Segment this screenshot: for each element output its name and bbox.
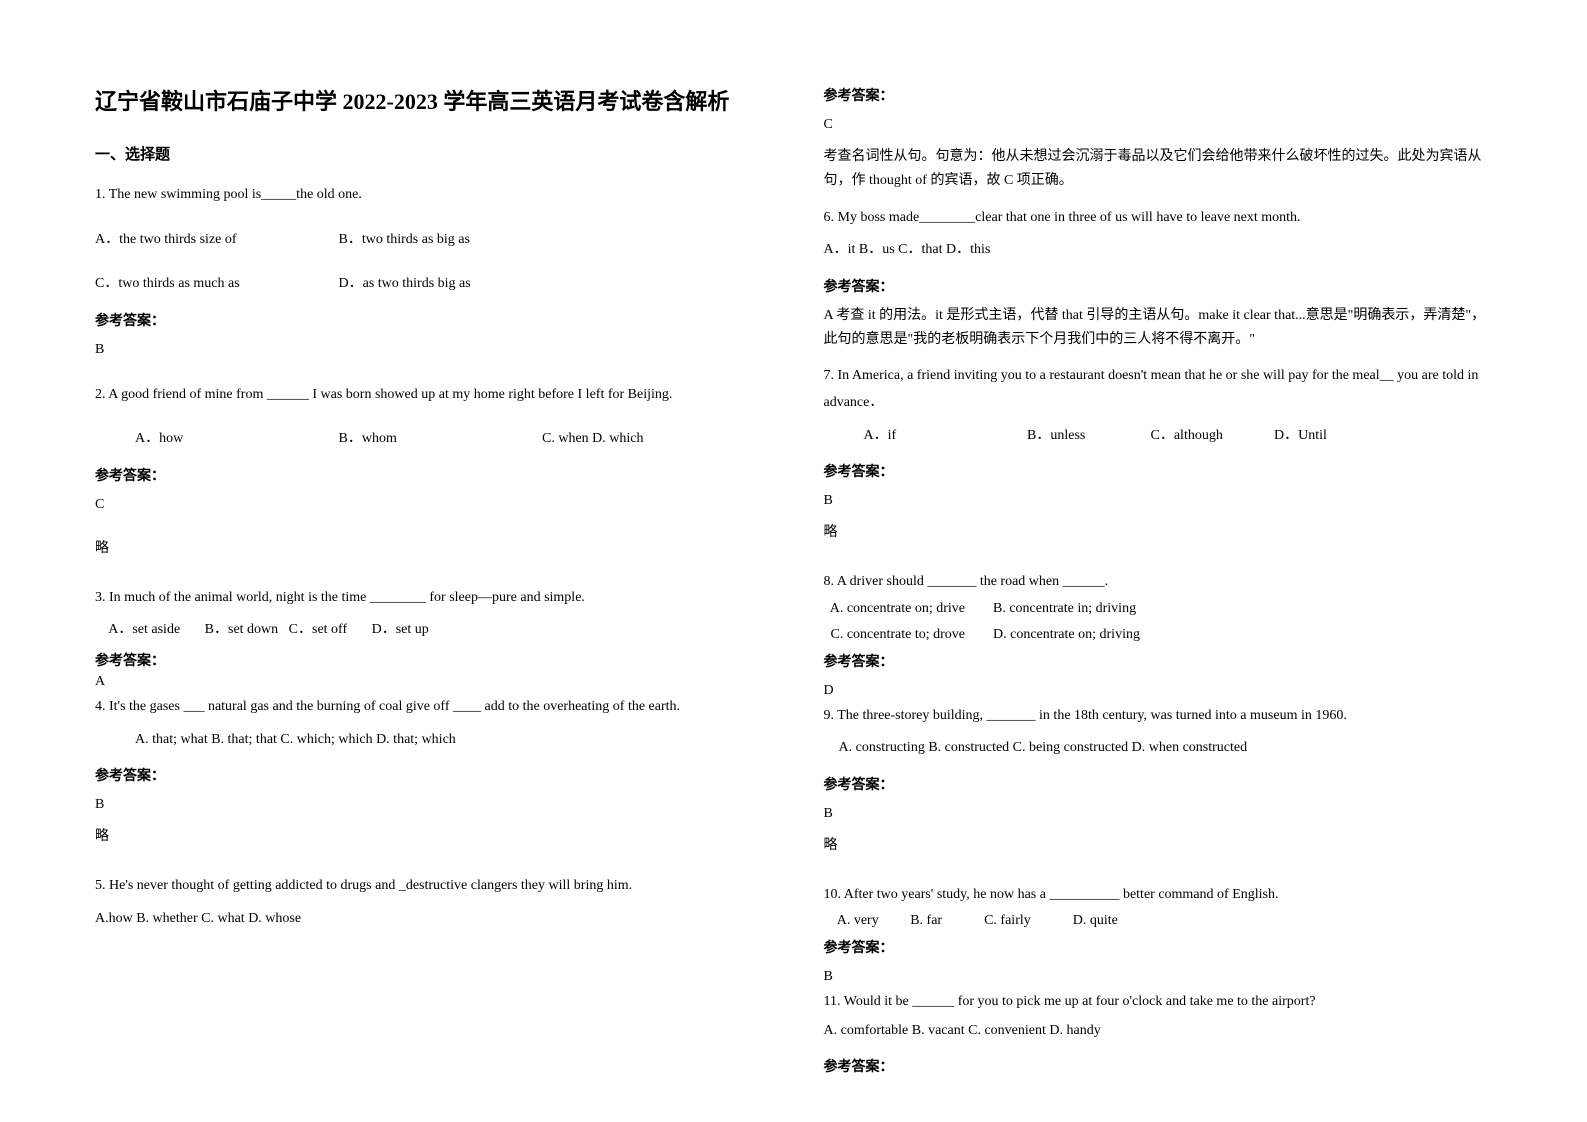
q4-answer-header: 参考答案： [95, 765, 764, 785]
q7-optA: A．if [864, 423, 1024, 450]
q2-options: A．how B．whom C. when D. which [95, 426, 764, 453]
q2-optD: D. which [592, 431, 643, 446]
q4-answer: B [95, 797, 764, 813]
q2-optA: A．how [135, 426, 335, 453]
q11-answer-header: 参考答案： [824, 1056, 1493, 1076]
q7-answer: B [824, 493, 1493, 509]
q11-text: 11. Would it be ______ for you to pick m… [824, 989, 1493, 1016]
q9-options: A. constructing B. constructed C. being … [824, 735, 1493, 762]
q1-optA: A．the two thirds size of [95, 227, 335, 254]
q4-text: 4. It's the gases ___ natural gas and th… [95, 694, 764, 721]
q7-text: 7. In America, a friend inviting you to … [824, 363, 1493, 416]
q5-text: 5. He's never thought of getting addicte… [95, 873, 764, 900]
q6-answer-header: 参考答案： [824, 276, 1493, 296]
q2-lue: 略 [95, 537, 764, 561]
left-column: 辽宁省鞍山市石庙子中学 2022-2023 学年高三英语月考试卷含解析 一、选择… [95, 85, 764, 1037]
right-column: 参考答案： C 考查名词性从句。句意为：他从未想过会沉溺于毒品以及它们会给他带来… [824, 85, 1493, 1037]
q8-options-1: A. concentrate on; drive B. concentrate … [824, 596, 1493, 623]
q2-optB: B．whom [339, 426, 539, 453]
q6-answer: A 考查 it 的用法。it 是形式主语，代替 that 引导的主语从句。mak… [824, 304, 1493, 352]
q7-lue: 略 [824, 521, 1493, 545]
q7-optB: B．unless [1027, 423, 1147, 450]
section-header: 一、选择题 [95, 143, 764, 164]
q2-answer-header: 参考答案： [95, 465, 764, 485]
document-title: 辽宁省鞍山市石庙子中学 2022-2023 学年高三英语月考试卷含解析 [95, 85, 764, 118]
q8-options-2: C. concentrate to; drove D. concentrate … [824, 622, 1493, 649]
q10-answer-header: 参考答案： [824, 937, 1493, 957]
q3-text: 3. In much of the animal world, night is… [95, 585, 764, 612]
q8-answer: D [824, 683, 1493, 699]
q7-answer-header: 参考答案： [824, 461, 1493, 481]
q10-answer: B [824, 969, 1493, 985]
q5-answer-header: 参考答案： [824, 85, 1493, 105]
q10-options: A. very B. far C. fairly D. quite [824, 908, 1493, 935]
q9-text: 9. The three-storey building, _______ in… [824, 703, 1493, 730]
q6-text: 6. My boss made________clear that one in… [824, 205, 1493, 232]
q1-options-cd: C．two thirds as much as D．as two thirds … [95, 271, 764, 298]
q9-answer-header: 参考答案： [824, 774, 1493, 794]
q1-optD: D．as two thirds big as [339, 276, 471, 291]
q4-lue: 略 [95, 825, 764, 849]
q1-options-ab: A．the two thirds size of B．two thirds as… [95, 227, 764, 254]
q3-answer-header: 参考答案： [95, 650, 764, 670]
q1-answer-header: 参考答案： [95, 310, 764, 330]
q1-text: 1. The new swimming pool is_____the old … [95, 182, 764, 209]
q5-explanation: 考查名词性从句。句意为：他从未想过会沉溺于毒品以及它们会给他带来什么破坏性的过失… [824, 145, 1493, 193]
q9-answer: B [824, 806, 1493, 822]
q6-options: A．it B．us C．that D．this [824, 237, 1493, 264]
q2-optC: C. when [542, 431, 589, 446]
q10-text: 10. After two years' study, he now has a… [824, 882, 1493, 909]
q1-optC: C．two thirds as much as [95, 271, 335, 298]
q3-options: A．set aside B．set down C．set off D．set u… [95, 617, 764, 644]
q11-options: A. comfortable B. vacant C. convenient D… [824, 1018, 1493, 1045]
q8-text: 8. A driver should _______ the road when… [824, 569, 1493, 596]
q8-answer-header: 参考答案： [824, 651, 1493, 671]
q4-options: A. that; what B. that; that C. which; wh… [95, 727, 764, 754]
q7-options: A．if B．unless C．although D．Until [824, 423, 1493, 450]
q2-answer: C [95, 497, 764, 513]
q5-answer: C [824, 117, 1493, 133]
q7-optD: D．Until [1274, 428, 1327, 443]
q1-optB: B．two thirds as big as [339, 232, 470, 247]
q2-text: 2. A good friend of mine from ______ I w… [95, 382, 764, 409]
q1-answer: B [95, 342, 764, 358]
q3-answer: A [95, 674, 764, 690]
q7-optC: C．although [1151, 423, 1271, 450]
q9-lue: 略 [824, 834, 1493, 858]
q5-options: A.how B. whether C. what D. whose [95, 906, 764, 933]
